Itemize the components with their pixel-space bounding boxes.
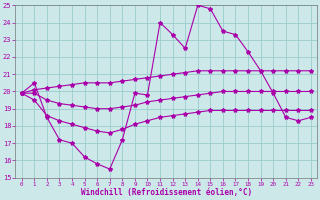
X-axis label: Windchill (Refroidissement éolien,°C): Windchill (Refroidissement éolien,°C)	[81, 188, 252, 197]
